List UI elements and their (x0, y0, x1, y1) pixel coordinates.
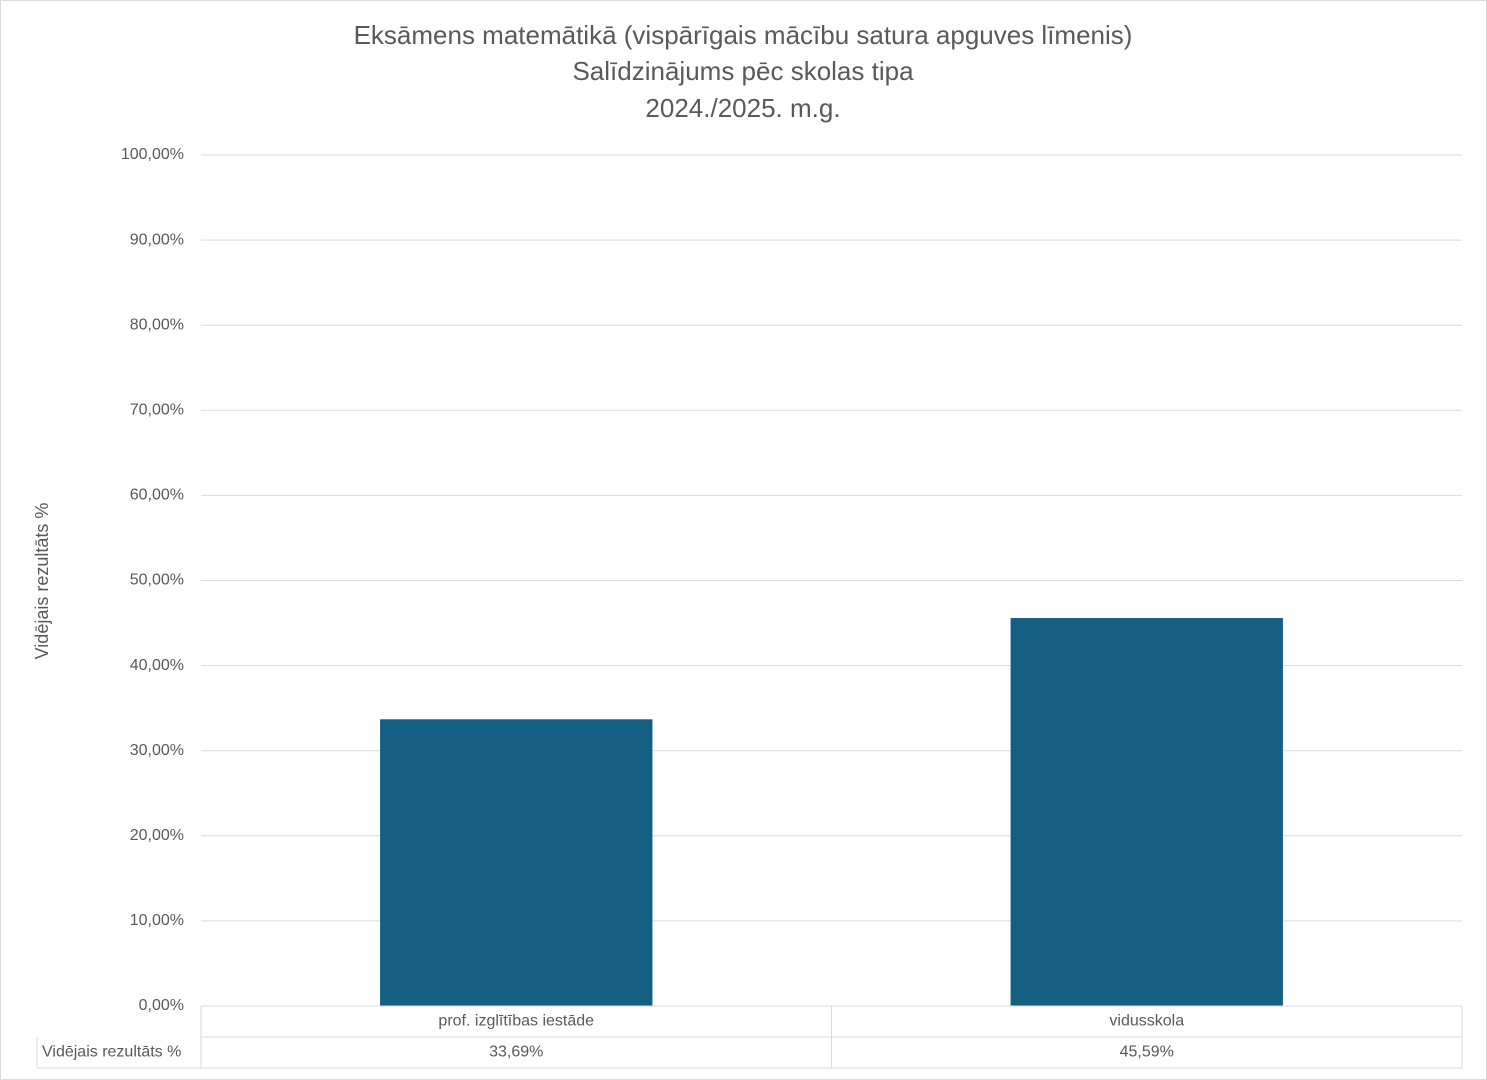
chart-subtitle: 2024./2025. m.g. (645, 93, 840, 123)
y-tick-label: 10,00% (130, 912, 184, 929)
chart-title: Eksāmens matemātikā (vispārīgais mācību … (354, 20, 1133, 50)
y-tick-label: 70,00% (130, 402, 184, 419)
y-axis-label: Vidējais rezultāts % (32, 503, 52, 660)
x-tick-label: prof. izglītības iestāde (438, 1013, 594, 1030)
y-tick-label: 60,00% (130, 487, 184, 504)
data-label: 33,69% (489, 1044, 543, 1061)
data-label: 45,59% (1120, 1044, 1174, 1061)
bar (1010, 618, 1283, 1006)
y-tick-label: 90,00% (130, 231, 184, 248)
y-tick-label: 80,00% (130, 316, 184, 333)
y-tick-label: 0,00% (139, 997, 184, 1014)
y-tick-label: 40,00% (130, 657, 184, 674)
x-tick-label: vidusskola (1109, 1013, 1184, 1030)
bar (380, 719, 653, 1006)
legend-entry: Vidējais rezultāts % (42, 1044, 181, 1061)
y-tick-label: 30,00% (130, 742, 184, 759)
chart-subtitle: Salīdzinājums pēc skolas tipa (572, 56, 914, 86)
y-tick-label: 50,00% (130, 572, 184, 589)
y-tick-label: 100,00% (121, 146, 184, 163)
y-tick-label: 20,00% (130, 827, 184, 844)
